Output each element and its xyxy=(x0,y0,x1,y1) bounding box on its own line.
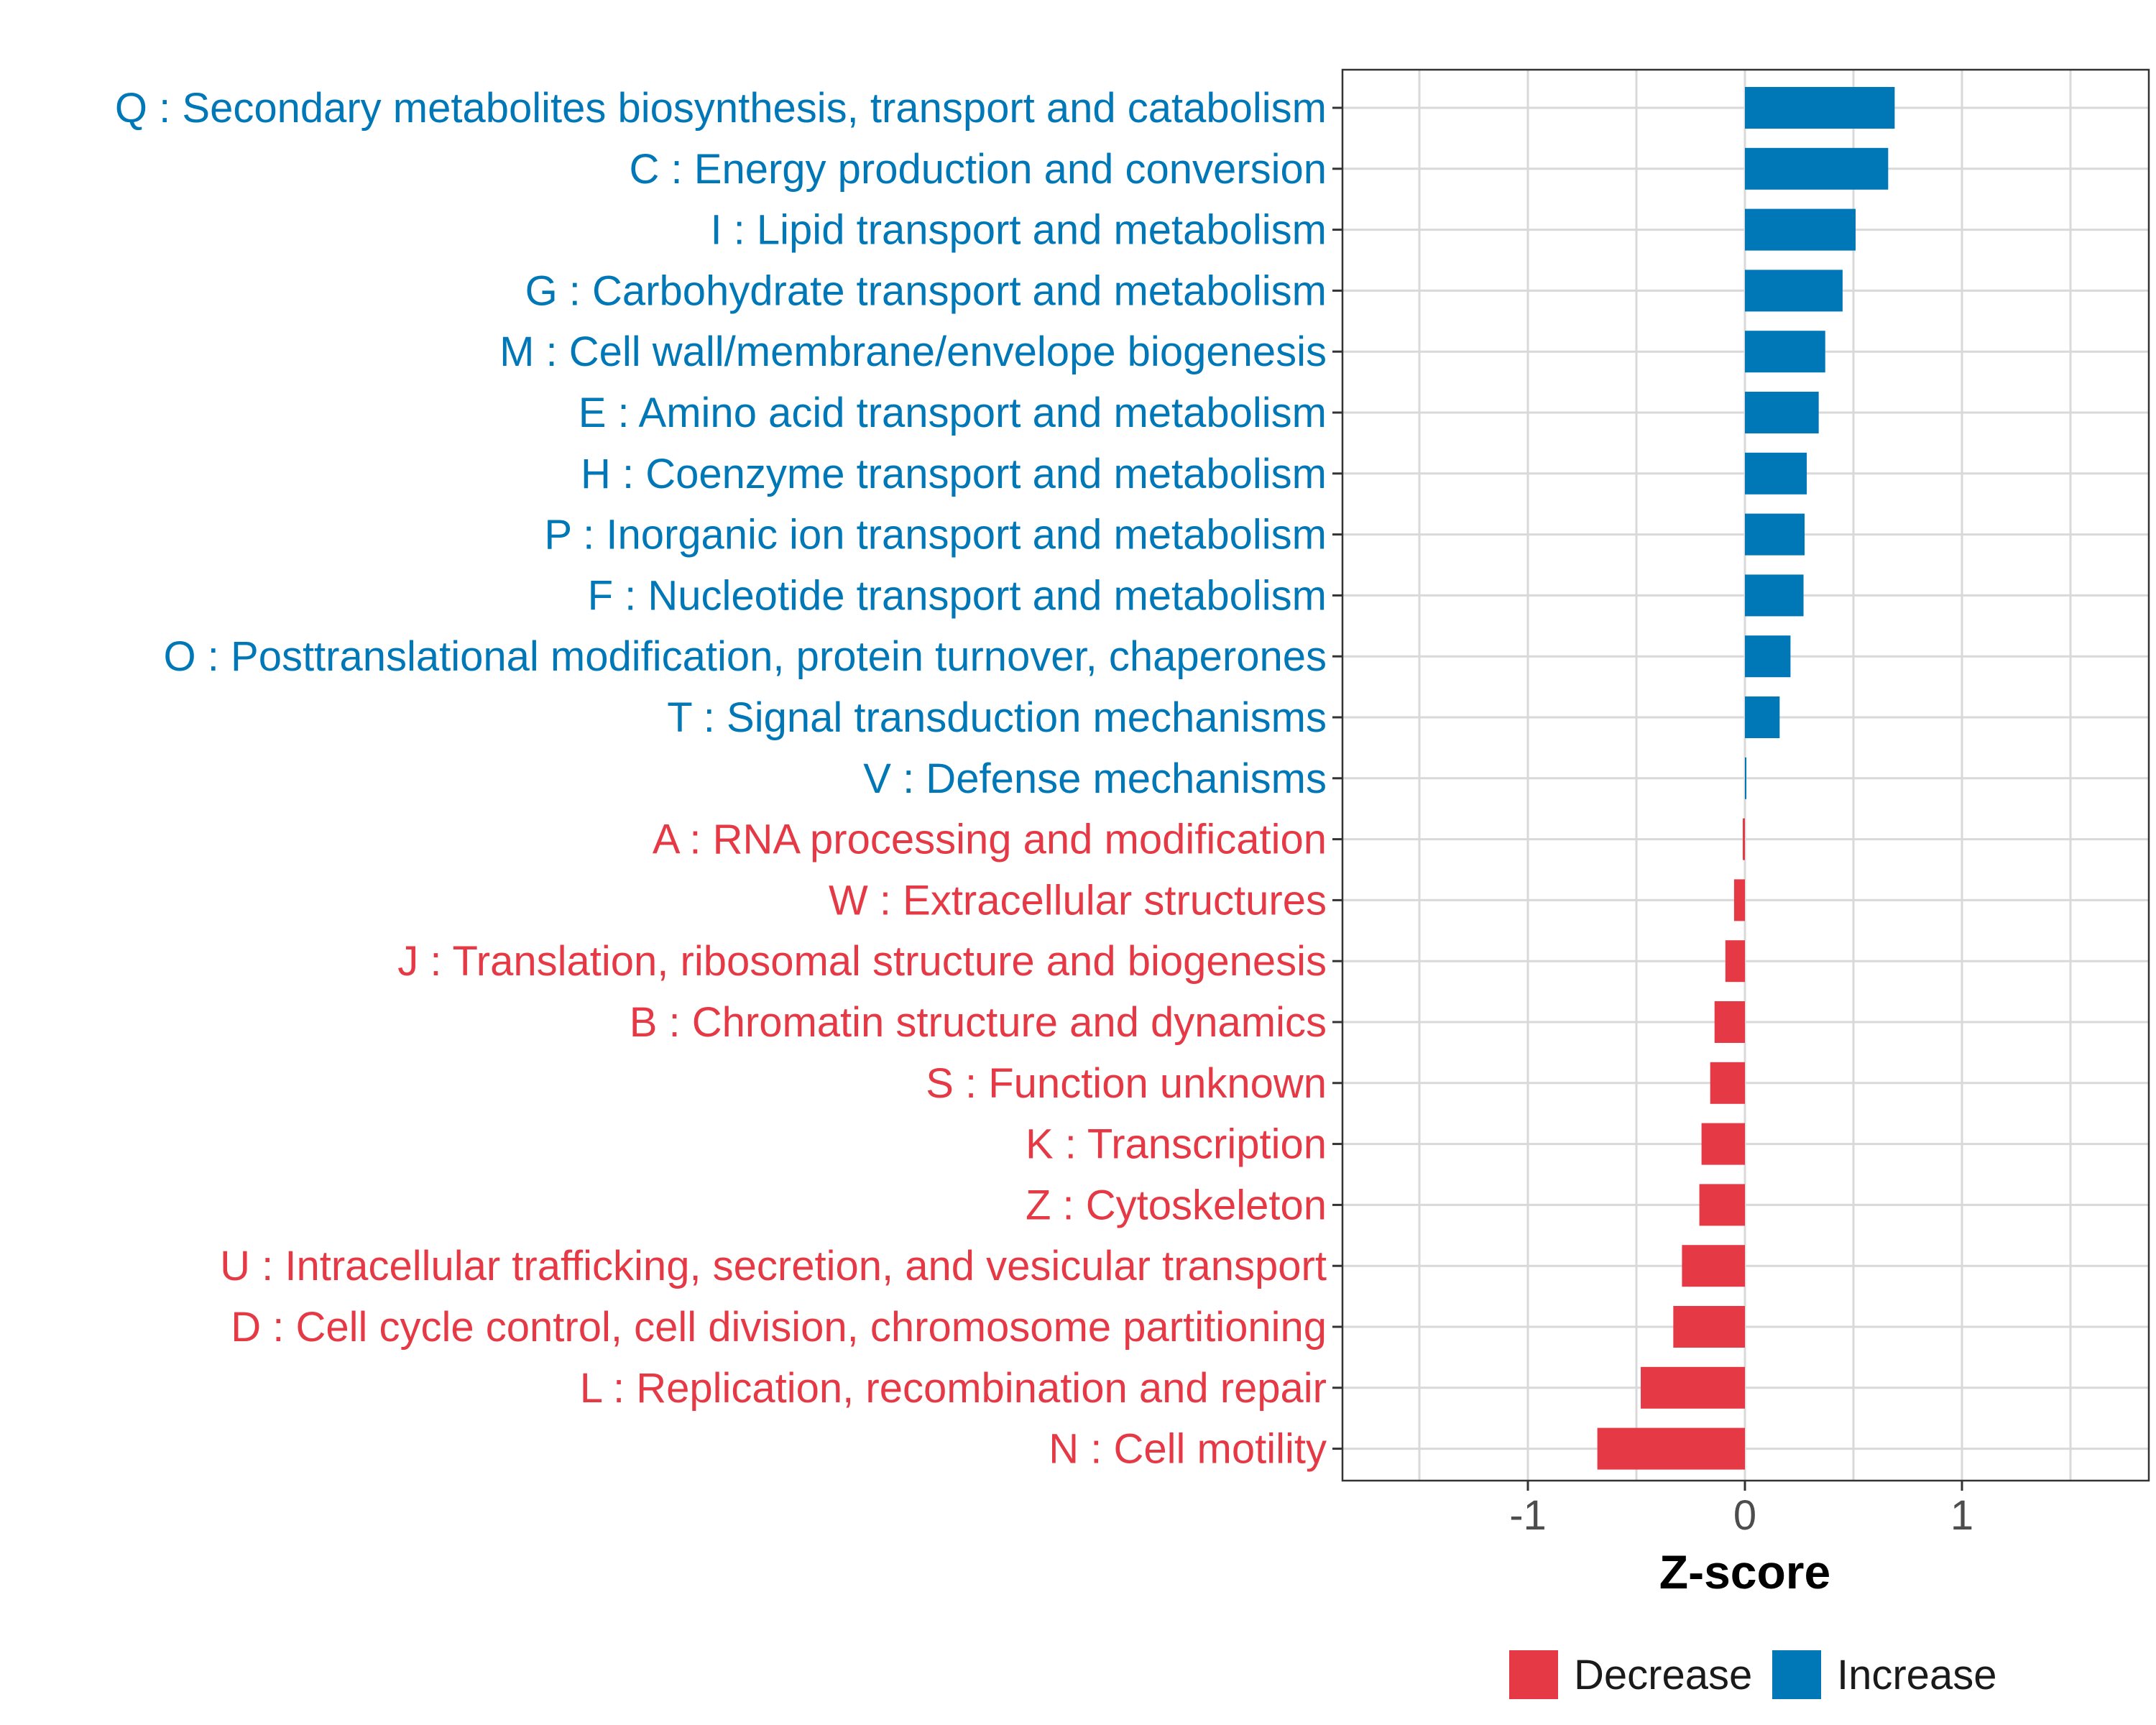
category-label: A : RNA processing and modification xyxy=(653,816,1327,863)
category-label: L : Replication, recombination and repai… xyxy=(580,1365,1327,1412)
bar xyxy=(1701,1123,1745,1165)
bar xyxy=(1745,513,1805,556)
category-label: P : Inorganic ion transport and metaboli… xyxy=(544,512,1327,558)
legend-label: Decrease xyxy=(1574,1652,1752,1698)
y-axis-ticks xyxy=(1332,106,1342,1450)
category-label: T : Signal transduction mechanisms xyxy=(667,694,1327,741)
bar xyxy=(1641,1366,1745,1409)
bar xyxy=(1714,1001,1745,1043)
x-tick-label: 0 xyxy=(1733,1492,1756,1539)
category-label: H : Coenzyme transport and metabolism xyxy=(581,451,1327,497)
bar xyxy=(1745,574,1804,617)
legend-swatch xyxy=(1772,1650,1821,1699)
bar xyxy=(1745,452,1807,494)
category-label: D : Cell cycle control, cell division, c… xyxy=(231,1304,1327,1351)
legend: Decrease Increase xyxy=(1509,1650,1996,1699)
category-label: O : Posttranslational modification, prot… xyxy=(164,633,1327,680)
bar xyxy=(1745,208,1856,251)
category-label: S : Function unknown xyxy=(926,1060,1327,1107)
category-label: M : Cell wall/membrane/envelope biogenes… xyxy=(499,328,1327,375)
bar xyxy=(1597,1427,1745,1470)
category-label: F : Nucleotide transport and metabolism xyxy=(588,572,1327,619)
bar-layer xyxy=(1597,87,1895,1470)
x-tick-label: -1 xyxy=(1509,1492,1547,1539)
bar xyxy=(1745,757,1746,799)
bar xyxy=(1725,940,1745,983)
bar xyxy=(1745,696,1780,738)
x-tick-label: 1 xyxy=(1950,1492,1973,1539)
y-axis-category-labels: Q : Secondary metabolites biosynthesis, … xyxy=(115,85,1327,1473)
category-label: Z : Cytoskeleton xyxy=(1026,1182,1327,1228)
category-label: G : Carbohydrate transport and metabolis… xyxy=(525,267,1327,314)
category-label: C : Energy production and conversion xyxy=(630,146,1327,193)
category-label: V : Defense mechanisms xyxy=(863,755,1327,802)
category-label: E : Amino acid transport and metabolism xyxy=(579,390,1327,436)
bar xyxy=(1745,87,1895,129)
category-label: K : Transcription xyxy=(1026,1121,1327,1168)
x-axis-title: Z-score xyxy=(1659,1545,1830,1598)
bar xyxy=(1745,147,1889,190)
category-label: W : Extracellular structures xyxy=(829,877,1327,924)
category-label: Q : Secondary metabolites biosynthesis, … xyxy=(115,85,1327,132)
category-label: U : Intracellular trafficking, secretion… xyxy=(220,1243,1327,1289)
category-label: N : Cell motility xyxy=(1049,1426,1327,1473)
bar xyxy=(1745,392,1819,433)
bar xyxy=(1742,818,1745,860)
bar xyxy=(1745,635,1791,678)
legend-label: Increase xyxy=(1837,1652,1996,1698)
legend-swatch xyxy=(1509,1650,1558,1699)
category-label: I : Lipid transport and metabolism xyxy=(710,207,1327,254)
bar xyxy=(1745,331,1825,373)
bar xyxy=(1745,270,1843,312)
category-label: J : Translation, ribosomal structure and… xyxy=(397,938,1327,985)
bar xyxy=(1673,1306,1745,1348)
bar xyxy=(1710,1062,1745,1104)
bar xyxy=(1699,1184,1745,1226)
x-axis-ticks: -1 0 1 xyxy=(1509,1481,1973,1539)
category-label: B : Chromatin structure and dynamics xyxy=(630,999,1327,1046)
bar xyxy=(1733,879,1745,921)
bar xyxy=(1682,1245,1745,1287)
